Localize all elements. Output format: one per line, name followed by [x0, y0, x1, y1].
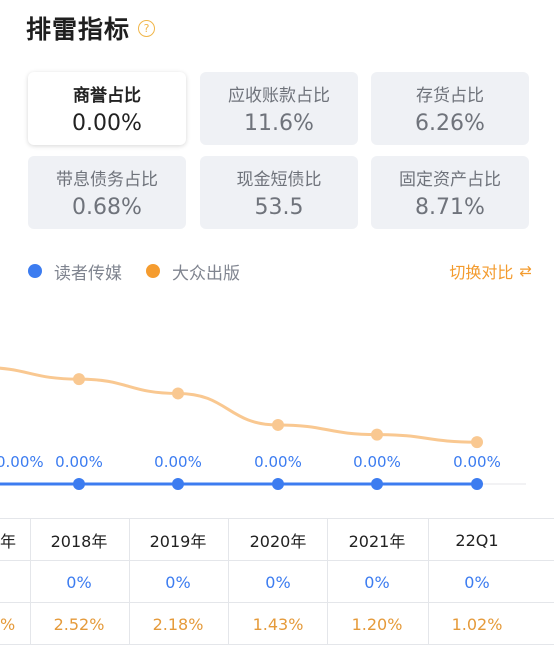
table-cell: 1.43% [252, 614, 304, 634]
card-value: 6.26% [415, 111, 485, 136]
table-row: % 2.52% 2.18% 1.43% 1.20% 1.02% [0, 602, 554, 644]
series-a-data-label: 0.00% [55, 453, 103, 471]
table-header-row: 年 2018年 2019年 2020年 2021年 22Q1 [0, 518, 554, 560]
table-header-cell: 年 [0, 532, 17, 551]
table-cell: 1.02% [451, 614, 503, 634]
series-a-data-label: 0.00% [154, 453, 202, 471]
table-header-cell: 2021年 [348, 532, 406, 551]
table-divider [327, 518, 328, 644]
series-a-point [73, 478, 85, 490]
card-fixed-assets[interactable]: 固定资产占比 8.71% [371, 156, 529, 229]
switch-compare-button[interactable]: 切换对比 ⇄ [449, 259, 532, 283]
compare-switch-icon: ⇄ [519, 262, 532, 280]
page-header: 排雷指标 ? [26, 10, 156, 46]
table-divider [30, 518, 31, 644]
table-row: 0% 0% 0% 0% 0% [0, 560, 554, 602]
table-cell: 0% [165, 572, 191, 592]
table-cell: 1.20% [351, 614, 403, 634]
table-bottom-border [0, 644, 554, 645]
series-a-point [272, 478, 284, 490]
series-a-data-label: 0.00% [453, 453, 501, 471]
card-goodwill[interactable]: 商誉占比 0.00% [28, 72, 186, 145]
series-a-data-label: 0.00% [353, 453, 401, 471]
question-circle-icon[interactable]: ? [138, 19, 156, 37]
series-a-data-label: 0.00% [254, 453, 302, 471]
table-header-cell: 2020年 [249, 532, 307, 551]
table-header-cell: 22Q1 [455, 530, 499, 550]
card-value: 0.00% [72, 111, 142, 136]
series-a-point [172, 478, 184, 490]
legend-item-series-b[interactable]: 大众出版 [146, 259, 240, 284]
table-cell: 2.52% [53, 614, 105, 634]
table-divider [228, 518, 229, 644]
card-receivables[interactable]: 应收账款占比 11.6% [200, 72, 358, 145]
card-label: 带息债务占比 [56, 170, 158, 190]
table-cell [0, 561, 10, 603]
card-label: 固定资产占比 [399, 170, 501, 190]
series-a-point [371, 478, 383, 490]
legend-dot [146, 264, 160, 278]
page-title: 排雷指标 [26, 15, 131, 44]
card-value: 8.71% [415, 195, 485, 220]
card-label: 商誉占比 [73, 86, 141, 106]
legend-label: 读者传媒 [54, 263, 122, 284]
table-header-cell: 2019年 [149, 532, 207, 551]
series-b-point [172, 387, 184, 400]
card-label: 现金短债比 [236, 170, 322, 190]
card-label: 存货占比 [416, 86, 484, 106]
series-line-b [0, 366, 478, 444]
card-value: 11.6% [244, 111, 314, 136]
table-divider [129, 518, 130, 644]
chart-legend: 读者传媒 大众出版 切换对比 ⇄ [28, 259, 532, 284]
series-a-point [471, 478, 483, 490]
series-b-point [272, 418, 284, 431]
card-value: 0.68% [72, 195, 142, 220]
table-cell: 0% [265, 572, 291, 592]
table-cell: 0% [464, 572, 490, 592]
table-cell: % [0, 614, 16, 634]
table-cell: 2.18% [152, 614, 204, 634]
table-divider [428, 518, 429, 644]
table-header-cell: 2018年 [50, 532, 108, 551]
table-cell: 0% [66, 572, 92, 592]
card-value: 53.5 [254, 195, 304, 220]
legend-dot [28, 264, 42, 278]
card-inventory[interactable]: 存货占比 6.26% [371, 72, 529, 145]
series-b-point [471, 436, 483, 449]
series-a-data-label: 0.00% [0, 453, 44, 471]
legend-item-series-a[interactable]: 读者传媒 [28, 259, 122, 284]
card-cash-short-debt[interactable]: 现金短债比 53.5 [200, 156, 358, 229]
card-label: 应收账款占比 [228, 86, 330, 106]
table-cell: 0% [364, 572, 390, 592]
card-interest-debt[interactable]: 带息债务占比 0.68% [28, 156, 186, 229]
switch-compare-label: 切换对比 [449, 263, 514, 282]
series-b-point [73, 373, 85, 386]
series-b-point [371, 428, 383, 441]
legend-label: 大众出版 [172, 263, 240, 284]
line-chart: 0.00% 0.00% 0.00% 0.00% 0.00% 0.00% [0, 366, 526, 490]
